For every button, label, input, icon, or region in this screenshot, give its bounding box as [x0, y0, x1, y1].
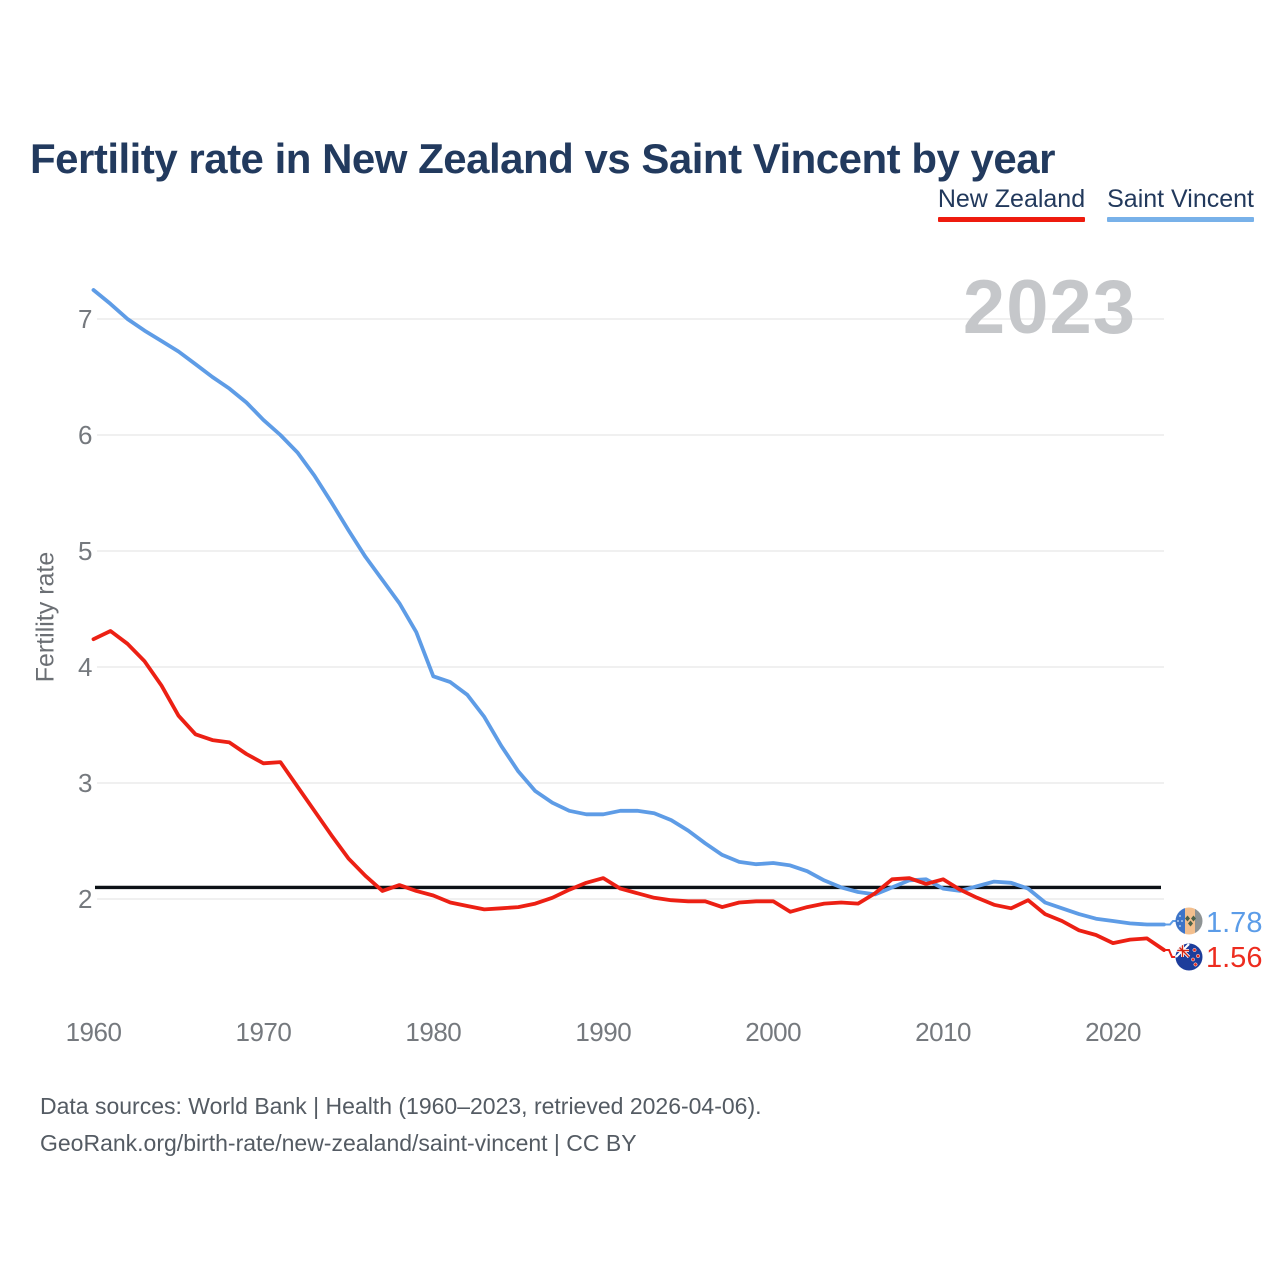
- footer: Data sources: World Bank | Health (1960–…: [40, 1088, 762, 1162]
- x-axis-tick-labels: 1960 1970 1980 1990 2000 2010 2020: [66, 1017, 1142, 1047]
- legend-label: Saint Vincent: [1107, 185, 1254, 213]
- saint-vincent-flag-icon: [1175, 907, 1203, 935]
- legend-color-swatch: [1107, 217, 1254, 222]
- y-tick-4: 4: [78, 652, 92, 682]
- new-zealand-connector: [1164, 949, 1175, 958]
- new-zealand-flag-icon: [1175, 943, 1203, 971]
- series-lines: [91, 288, 1166, 952]
- watermark-year: 2023: [962, 265, 1136, 350]
- legend-item-saint-vincent[interactable]: Saint Vincent: [1107, 185, 1254, 222]
- saint-vincent-connector: [1164, 920, 1176, 926]
- x-tick-2000: 2000: [745, 1017, 801, 1047]
- data-sources-text: Data sources: World Bank | Health (1960–…: [40, 1093, 762, 1119]
- y-axis-tick-labels: 2 3 4 5 6 7: [78, 304, 93, 914]
- page-title: Fertility rate in New Zealand vs Saint V…: [30, 135, 1055, 183]
- x-tick-2020: 2020: [1085, 1017, 1141, 1047]
- x-tick-1980: 1980: [405, 1017, 461, 1047]
- y-tick-5: 5: [78, 536, 92, 566]
- x-tick-1970: 1970: [235, 1017, 291, 1047]
- gridlines: [97, 318, 1164, 900]
- y-tick-3: 3: [78, 768, 92, 798]
- chart-legend: New Zealand Saint Vincent: [937, 185, 1254, 222]
- legend-item-new-zealand[interactable]: New Zealand: [937, 185, 1086, 222]
- series-line-saint-vincent: [91, 288, 1166, 927]
- x-tick-2010: 2010: [915, 1017, 971, 1047]
- series-line-new-zealand: [91, 629, 1166, 952]
- x-tick-1960: 1960: [66, 1017, 122, 1047]
- new-zealand-end-value: 1.56: [1206, 942, 1262, 974]
- legend-color-swatch: [937, 217, 1086, 222]
- y-tick-2: 2: [78, 884, 92, 914]
- attribution-text: GeoRank.org/birth-rate/new-zealand/saint…: [40, 1130, 637, 1156]
- saint-vincent-end-value: 1.78: [1206, 907, 1262, 939]
- end-connectors: [1164, 920, 1176, 958]
- legend-label: New Zealand: [937, 185, 1086, 213]
- y-axis-title: Fertility rate: [31, 551, 60, 683]
- y-tick-7: 7: [78, 304, 92, 334]
- x-tick-1990: 1990: [575, 1017, 631, 1047]
- y-tick-6: 6: [78, 420, 92, 450]
